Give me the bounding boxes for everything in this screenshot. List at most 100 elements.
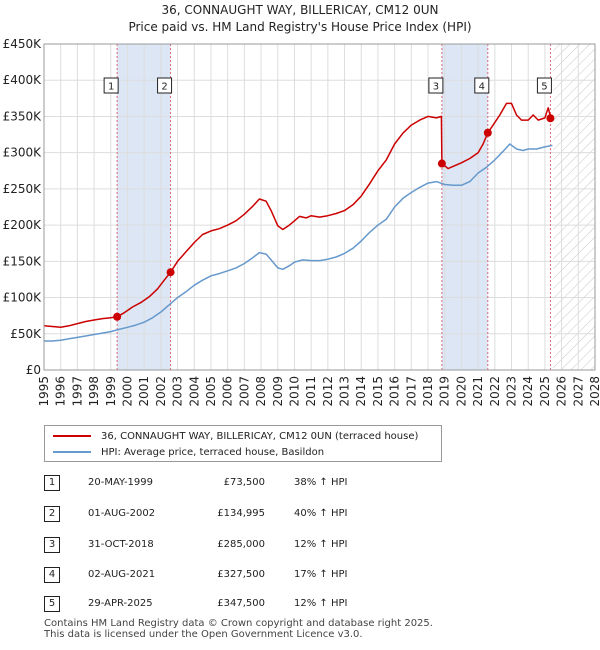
shaded-period	[441, 44, 488, 370]
y-tick-label: £0	[26, 363, 41, 377]
x-tick-label: 2025	[538, 376, 552, 407]
plot-border	[43, 43, 596, 371]
x-tick-label: 2017	[404, 376, 418, 407]
x-tick-label: 2012	[321, 376, 335, 407]
x-tick-label: 2010	[287, 376, 301, 407]
sale-point	[437, 159, 446, 168]
transaction-price: £285,000	[217, 539, 265, 550]
future-hatch	[553, 44, 595, 370]
x-tick-label: 2009	[271, 376, 285, 407]
transaction-date: 31-OCT-2018	[88, 539, 154, 550]
x-tick-label: 1995	[37, 376, 51, 407]
x-tick-label: 2005	[204, 376, 218, 407]
chart-title: 36, CONNAUGHT WAY, BILLERICAY, CM12 0UN	[161, 3, 439, 17]
transaction-hpi: 38% ↑ HPI	[294, 477, 348, 488]
transaction-row: 1 20-MAY-1999 £73,500 38% ↑ HPI	[44, 475, 564, 493]
x-tick-label: 2027	[571, 376, 585, 407]
sale-point	[166, 268, 175, 277]
transaction-date: 02-AUG-2021	[88, 569, 156, 580]
sale-label-box	[536, 77, 552, 94]
sale-label: 1	[108, 82, 114, 93]
x-tick-label: 2014	[354, 376, 368, 407]
x-tick-label: 2024	[521, 376, 535, 407]
transaction-row: 3 31-OCT-2018 £285,000 12% ↑ HPI	[44, 537, 564, 555]
transaction-price: £347,500	[217, 598, 265, 609]
transaction-row: 5 29-APR-2025 £347,500 12% ↑ HPI	[44, 596, 564, 614]
x-tick-label: 1998	[87, 376, 101, 407]
sale-label: 3	[433, 82, 439, 93]
series-group	[44, 102, 553, 342]
transaction-hpi: 17% ↑ HPI	[294, 569, 348, 580]
legend: 36, CONNAUGHT WAY, BILLERICAY, CM12 0UN …	[44, 425, 442, 462]
x-tick-label: 2018	[421, 376, 435, 407]
x-tick-label: 2007	[237, 376, 251, 407]
x-tick-label: 2028	[588, 376, 600, 407]
x-tick-label: 2001	[137, 376, 151, 407]
x-tick-label: 2004	[187, 376, 201, 407]
legend-hpi-swatch	[53, 451, 91, 453]
x-tick-label: 2019	[438, 376, 452, 407]
transaction-row: 2 01-AUG-2002 £134,995 40% ↑ HPI	[44, 506, 564, 524]
legend-property-swatch	[53, 435, 91, 437]
chart-subtitle: Price paid vs. HM Land Registry's House …	[128, 20, 472, 34]
transaction-hpi: 12% ↑ HPI	[294, 598, 348, 609]
y-tick-label: £50K	[10, 327, 42, 341]
legend-hpi-label: HPI: Average price, terraced house, Basi…	[101, 446, 325, 458]
transaction-price: £327,500	[217, 569, 265, 580]
x-tick-label: 2020	[454, 376, 468, 407]
sale-point	[546, 114, 555, 123]
x-tick-label: 2015	[371, 376, 385, 407]
transaction-date: 29-APR-2025	[88, 598, 153, 609]
x-tick-label: 2002	[154, 376, 168, 407]
transaction-number: 3	[44, 537, 60, 553]
y-tick-label: £100K	[3, 291, 43, 305]
sale-label: 4	[479, 82, 485, 93]
sale-point	[113, 312, 122, 321]
transaction-hpi: 40% ↑ HPI	[294, 508, 348, 519]
price-chart: £0 £50K £100K £150K £200K £250K £300K £350K £400…	[3, 37, 600, 407]
legend-property: 36, CONNAUGHT WAY, BILLERICAY, CM12 0UN …	[53, 429, 418, 443]
footer: Contains HM Land Registry data © Crown c…	[44, 618, 433, 640]
x-tick-label: 2022	[488, 376, 502, 407]
transaction-number: 2	[44, 506, 60, 522]
x-tick-label: 2021	[471, 376, 485, 407]
sale-label: 2	[161, 82, 167, 93]
transaction-hpi: 12% ↑ HPI	[294, 539, 348, 550]
transaction-number: 1	[44, 475, 60, 491]
x-tick-label: 1997	[70, 376, 84, 407]
footer-licence: This data is licensed under the Open Gov…	[44, 629, 363, 640]
footer-copyright: Contains HM Land Registry data © Crown c…	[44, 618, 433, 629]
y-tick-label: £200K	[3, 218, 43, 232]
y-tick-label: £150K	[3, 254, 43, 268]
transaction-price: £73,500	[223, 477, 265, 488]
y-tick-label: £300K	[3, 146, 43, 160]
y-tick-label: £450K	[3, 37, 43, 51]
x-tick-label: 1996	[54, 376, 68, 407]
x-tick-label: 2026	[555, 376, 569, 407]
sale-label: 5	[541, 82, 547, 93]
transaction-date: 01-AUG-2002	[88, 508, 156, 519]
x-tick-label: 1999	[104, 376, 118, 407]
hpi-line	[44, 143, 553, 342]
x-tick-label: 2023	[505, 376, 519, 407]
sale-label-box	[428, 77, 444, 94]
y-tick-label: £250K	[3, 182, 43, 196]
x-tick-label: 2008	[254, 376, 268, 407]
transaction-number: 4	[44, 567, 60, 583]
sale-label-box	[157, 77, 173, 94]
sale-point	[483, 128, 492, 137]
x-tick-label: 2013	[338, 376, 352, 407]
x-tick-label: 2003	[171, 376, 185, 407]
sale-label-box	[474, 77, 490, 94]
sale-label-box	[103, 77, 119, 94]
x-tick-label: 2006	[221, 376, 235, 407]
transaction-number: 5	[44, 596, 60, 612]
legend-property-label: 36, CONNAUGHT WAY, BILLERICAY, CM12 0UN …	[101, 430, 419, 442]
legend-hpi: HPI: Average price, terraced house, Basi…	[53, 445, 324, 459]
property-price-line	[44, 102, 553, 329]
transaction-price: £134,995	[217, 508, 265, 519]
x-tick-label: 2016	[388, 376, 402, 407]
x-tick-label: 2011	[304, 376, 318, 407]
y-tick-label: £400K	[3, 73, 43, 87]
x-tick-label: 2000	[120, 376, 134, 407]
